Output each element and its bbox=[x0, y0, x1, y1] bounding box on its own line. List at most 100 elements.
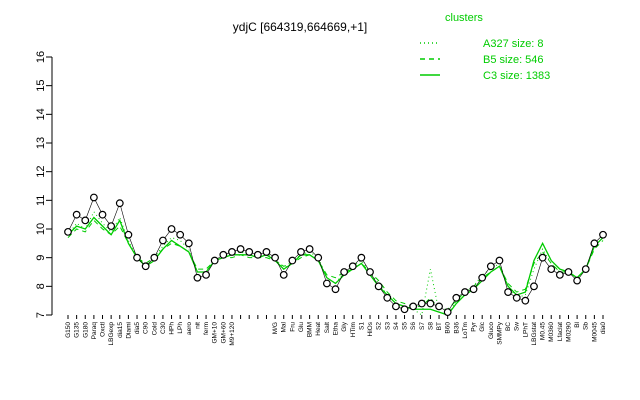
x-tick-label: Glu bbox=[298, 322, 305, 333]
data-point bbox=[521, 296, 530, 305]
data-point bbox=[443, 308, 452, 317]
y-tick-label: 16 bbox=[35, 51, 47, 63]
data-point bbox=[219, 250, 228, 259]
x-tick-label: LoTm bbox=[462, 322, 469, 339]
x-tick-label: Fru bbox=[289, 322, 296, 332]
data-point bbox=[141, 262, 150, 271]
x-tick-label: C30 bbox=[160, 322, 167, 334]
data-point bbox=[435, 302, 443, 311]
x-tick-label: dia0 bbox=[600, 322, 607, 335]
data-point bbox=[530, 282, 538, 291]
x-tick-label: BC bbox=[505, 322, 512, 331]
data-point bbox=[98, 210, 107, 219]
x-tick-label: Etha bbox=[333, 322, 340, 336]
data-point bbox=[89, 193, 98, 202]
y-tick-label: 12 bbox=[35, 166, 47, 178]
data-point bbox=[124, 230, 133, 239]
x-tick-label: HiOs bbox=[367, 321, 374, 336]
x-tick-label: G180 bbox=[82, 322, 89, 338]
y-tick-label: 7 bbox=[35, 312, 47, 318]
legend-label: B5 size: 546 bbox=[483, 54, 544, 66]
data-point bbox=[305, 245, 314, 253]
y-tick-label: 11 bbox=[35, 195, 47, 206]
data-point bbox=[426, 299, 435, 308]
data-point bbox=[581, 265, 590, 274]
x-tick-label: Bl bbox=[574, 321, 581, 327]
legend-label: C3 size: 1383 bbox=[483, 70, 550, 82]
data-point bbox=[452, 293, 461, 302]
x-tick-label: SMMPy bbox=[496, 321, 503, 345]
data-point bbox=[555, 270, 564, 279]
x-tick-label: BT bbox=[436, 322, 443, 330]
data-point bbox=[547, 265, 556, 274]
cluster-line bbox=[67, 210, 604, 316]
data-point bbox=[357, 253, 366, 262]
data-point bbox=[236, 245, 245, 253]
data-point bbox=[210, 256, 219, 265]
y-tick-label: 10 bbox=[35, 223, 47, 235]
x-tick-label: Salt bbox=[324, 322, 331, 333]
x-tick-label: C90 bbox=[143, 322, 150, 334]
data-point bbox=[331, 285, 340, 294]
x-tick-label: Glc bbox=[479, 321, 486, 332]
data-point bbox=[184, 239, 193, 248]
data-point bbox=[538, 253, 547, 262]
x-tick-label: M/G bbox=[272, 322, 279, 334]
x-tick-label: GM+10 bbox=[212, 322, 219, 344]
x-tick-label: Mal bbox=[281, 321, 288, 332]
data-point bbox=[159, 236, 167, 245]
data-point bbox=[193, 273, 202, 282]
x-tick-label: HTim bbox=[350, 322, 357, 337]
x-tick-label: S7 bbox=[419, 322, 426, 330]
data-point bbox=[469, 285, 478, 294]
data-point bbox=[392, 302, 400, 311]
data-point bbox=[400, 305, 409, 314]
y-tick-label: 8 bbox=[35, 283, 47, 289]
x-tick-label: S2 bbox=[376, 322, 383, 330]
data-point bbox=[512, 293, 521, 302]
data-point bbox=[478, 273, 487, 282]
x-tick-label: S5 bbox=[402, 322, 409, 330]
x-tick-label: Heat bbox=[315, 322, 322, 336]
x-tick-label: aero bbox=[186, 322, 193, 335]
x-tick-label: BMM bbox=[307, 322, 314, 337]
x-tick-label: B36 bbox=[453, 322, 460, 334]
data-point bbox=[150, 253, 159, 262]
cluster-line bbox=[67, 219, 604, 310]
data-point bbox=[348, 262, 357, 271]
data-point bbox=[202, 270, 210, 279]
x-tick-label: Sw bbox=[514, 322, 521, 331]
data-point bbox=[314, 253, 323, 262]
y-tick-label: 14 bbox=[35, 108, 47, 120]
x-tick-label: Pyr bbox=[471, 321, 478, 332]
data-point bbox=[167, 225, 176, 233]
x-tick-label: M0045 bbox=[591, 322, 598, 342]
x-tick-label: M0360 bbox=[548, 322, 555, 342]
x-tick-label: M9+120 bbox=[229, 322, 236, 346]
x-tick-label: S8 bbox=[427, 322, 434, 330]
data-point bbox=[374, 282, 383, 291]
data-point bbox=[228, 248, 236, 256]
data-point bbox=[107, 222, 116, 231]
x-tick-label: S4 bbox=[393, 322, 400, 330]
x-tick-label: GM+60 bbox=[220, 322, 227, 344]
data-point bbox=[64, 227, 72, 236]
data-point bbox=[366, 268, 374, 276]
data-point bbox=[409, 302, 418, 311]
x-tick-label: dia15 bbox=[117, 322, 124, 338]
y-tick-label: 15 bbox=[35, 80, 47, 92]
data-point bbox=[486, 262, 495, 271]
data-point bbox=[72, 210, 81, 219]
x-tick-label: ferm bbox=[203, 322, 210, 335]
x-tick-label: HPh bbox=[169, 322, 176, 335]
x-tick-label: G150 bbox=[65, 322, 72, 338]
x-tick-label: Gly bbox=[341, 321, 348, 332]
data-point bbox=[599, 230, 607, 239]
data-point bbox=[504, 288, 512, 296]
x-tick-label: Diami bbox=[125, 322, 132, 339]
x-tick-label: S1 bbox=[358, 322, 365, 330]
data-point bbox=[279, 270, 288, 279]
y-tick-label: 13 bbox=[35, 137, 47, 149]
data-line bbox=[67, 196, 604, 313]
